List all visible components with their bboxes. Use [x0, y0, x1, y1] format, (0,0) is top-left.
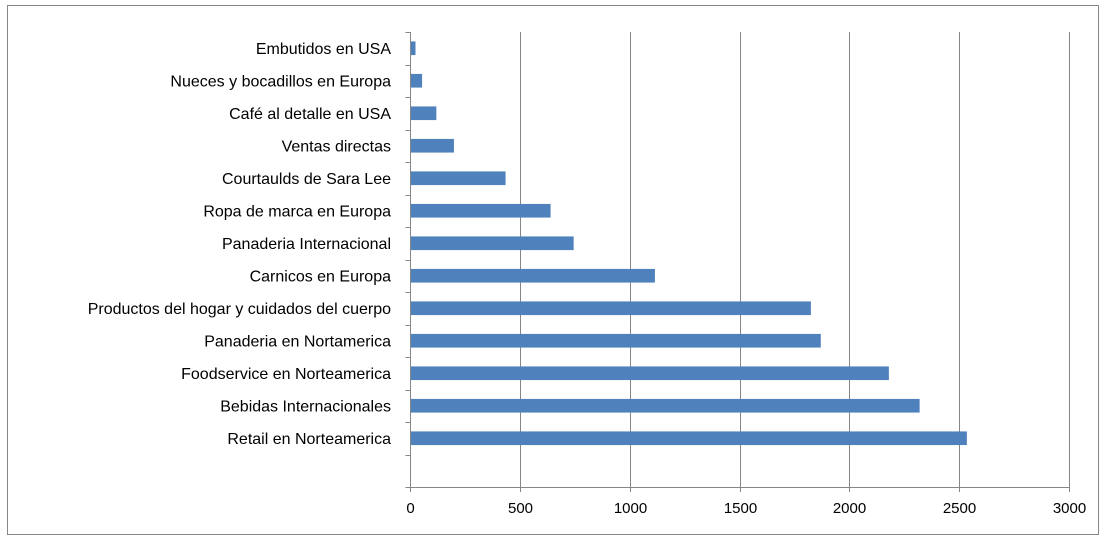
x-tick-label: 500 — [508, 500, 533, 517]
category-label: Panaderia Internacional — [222, 236, 391, 253]
bar — [411, 106, 437, 121]
bar — [411, 366, 889, 381]
x-tick-label: 1500 — [724, 500, 757, 517]
x-tick-labels: 0 500 1000 1500 2000 2500 3000 — [406, 500, 1086, 517]
category-label: Ventas directas — [282, 138, 391, 155]
bar — [411, 236, 574, 251]
category-label: Café al detalle en USA — [229, 106, 391, 123]
category-label: Embutidos en USA — [256, 41, 392, 58]
bar — [411, 203, 551, 218]
bar — [411, 431, 967, 446]
category-label: Carnicos en Europa — [250, 268, 392, 285]
bar — [411, 73, 423, 88]
category-label: Foodservice en Norteamerica — [181, 366, 391, 383]
category-labels: Embutidos en USA Nueces y bocadillos en E… — [88, 41, 392, 448]
grid-lines — [520, 32, 1070, 487]
x-tick-label: 1000 — [614, 500, 647, 517]
bar — [411, 268, 655, 283]
x-tick-label: 2000 — [833, 500, 866, 517]
bar — [411, 138, 454, 153]
bar — [411, 398, 920, 413]
category-label: Panaderia en Nortamerica — [204, 333, 391, 350]
bar — [411, 41, 416, 56]
category-label: Productos del hogar y cuidados del cuerp… — [88, 301, 391, 318]
bar — [411, 333, 821, 348]
category-label: Nueces y bocadillos en Europa — [170, 73, 391, 90]
x-tick-label: 3000 — [1053, 500, 1086, 517]
bar — [411, 301, 811, 316]
x-tick-label: 0 — [406, 500, 414, 517]
category-label: Courtaulds de Sara Lee — [222, 171, 391, 188]
bar — [411, 171, 506, 186]
axes — [405, 32, 1070, 492]
category-label: Ropa de marca en Europa — [203, 203, 391, 220]
category-label: Retail en Norteamerica — [227, 431, 391, 448]
bars — [411, 41, 967, 446]
category-label: Bebidas Internacionales — [220, 398, 391, 415]
x-tick-label: 2500 — [943, 500, 976, 517]
